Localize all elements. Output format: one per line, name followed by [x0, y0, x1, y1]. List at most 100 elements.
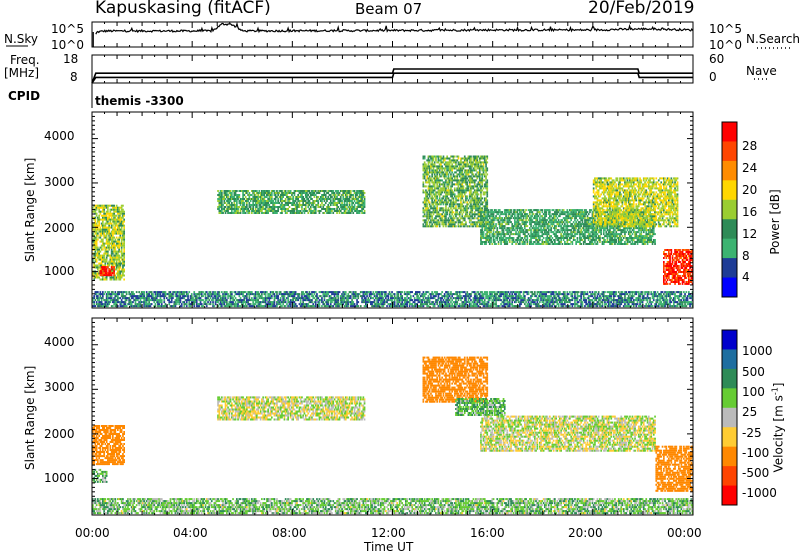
power-cell [109, 242, 112, 245]
power-cell [612, 301, 615, 304]
power-cell [221, 202, 223, 204]
power-cell [396, 293, 398, 296]
power-cell [95, 222, 98, 225]
power-cell [105, 295, 108, 298]
power-cell [123, 278, 125, 281]
power-cell [103, 228, 105, 231]
power-cell [109, 214, 112, 217]
power-cell [293, 291, 296, 294]
power-cell [228, 301, 231, 304]
power-cell [471, 301, 474, 304]
power-cell [426, 195, 428, 198]
power-cell [102, 242, 104, 245]
power-cell [102, 297, 104, 300]
power-cell [169, 301, 172, 304]
power-cell [443, 305, 446, 308]
power-cell [218, 208, 221, 210]
power-cell [433, 297, 436, 300]
power-cell [432, 167, 435, 170]
power-cell [385, 293, 387, 296]
power-cell [142, 297, 144, 300]
power-cell [500, 295, 502, 298]
power-cell [349, 291, 352, 294]
power-cell [102, 278, 104, 281]
power-cell [115, 218, 118, 221]
power-cell [118, 260, 120, 263]
power-cell [287, 208, 289, 210]
power-cell [346, 208, 348, 210]
power-cell [283, 293, 286, 296]
power-cell [110, 240, 113, 243]
power-cell [95, 252, 98, 255]
power-cell [282, 301, 284, 304]
power-cell [107, 264, 109, 267]
power-cell [438, 223, 441, 226]
power-cell [358, 212, 361, 214]
power-cell [531, 291, 534, 294]
xtick-1600: 16:00 [470, 526, 505, 540]
power-cell [377, 291, 380, 294]
power-cell [601, 303, 604, 306]
power-cell [256, 291, 258, 294]
power-cell [105, 260, 108, 263]
power-cell [462, 303, 465, 306]
power-cell [376, 295, 378, 298]
power-cell [309, 206, 312, 208]
power-cell [314, 206, 317, 208]
power-cell [145, 291, 148, 294]
power-cell [500, 303, 502, 306]
power-cell [435, 157, 437, 160]
power-cell [432, 297, 435, 300]
power-cell [284, 210, 287, 212]
power-cell [432, 213, 435, 216]
power-cell [346, 196, 348, 198]
power-cell [339, 198, 342, 200]
power-cell [294, 305, 297, 308]
power-cell [392, 293, 395, 296]
power-cell [594, 293, 596, 296]
power-cell [269, 293, 272, 296]
power-cell [193, 293, 196, 296]
power-cell [297, 295, 299, 298]
power-cell [123, 270, 125, 273]
power-cell [123, 240, 125, 243]
power-cell [104, 301, 107, 304]
power-cell [115, 276, 118, 279]
power-cell [138, 305, 140, 308]
power-cell [107, 210, 109, 213]
power-cell [600, 297, 602, 300]
power-cell [115, 299, 118, 302]
power-cell [324, 194, 327, 196]
power-cell [100, 228, 103, 231]
power-cell [437, 211, 440, 214]
power-cell [398, 299, 401, 302]
power-cell [98, 228, 100, 231]
power-cell [123, 228, 125, 231]
power-cell [102, 222, 104, 225]
power-cell [604, 301, 606, 304]
power-cell [246, 192, 248, 194]
power-cell [108, 238, 110, 241]
power-cell [428, 217, 431, 220]
power-cell [94, 264, 97, 267]
power-cell [417, 295, 420, 298]
power-cell [327, 303, 330, 306]
power-cell [94, 272, 97, 275]
power-cell [428, 303, 431, 306]
power-cell [117, 228, 119, 231]
power-cell [347, 299, 350, 302]
power-cell [341, 200, 343, 202]
power-cell [117, 250, 119, 253]
power-cell [247, 299, 249, 302]
power-cell [104, 299, 107, 302]
power-cell [362, 295, 365, 298]
power-cell [233, 295, 236, 298]
power-cell [177, 299, 179, 302]
power-cell [145, 301, 148, 304]
power-cell [92, 216, 94, 219]
power-cell [303, 297, 306, 300]
power-cell [152, 295, 154, 298]
power-cell [115, 230, 118, 233]
nsearch-label: N.Search [746, 32, 800, 46]
power-cell [110, 242, 113, 245]
